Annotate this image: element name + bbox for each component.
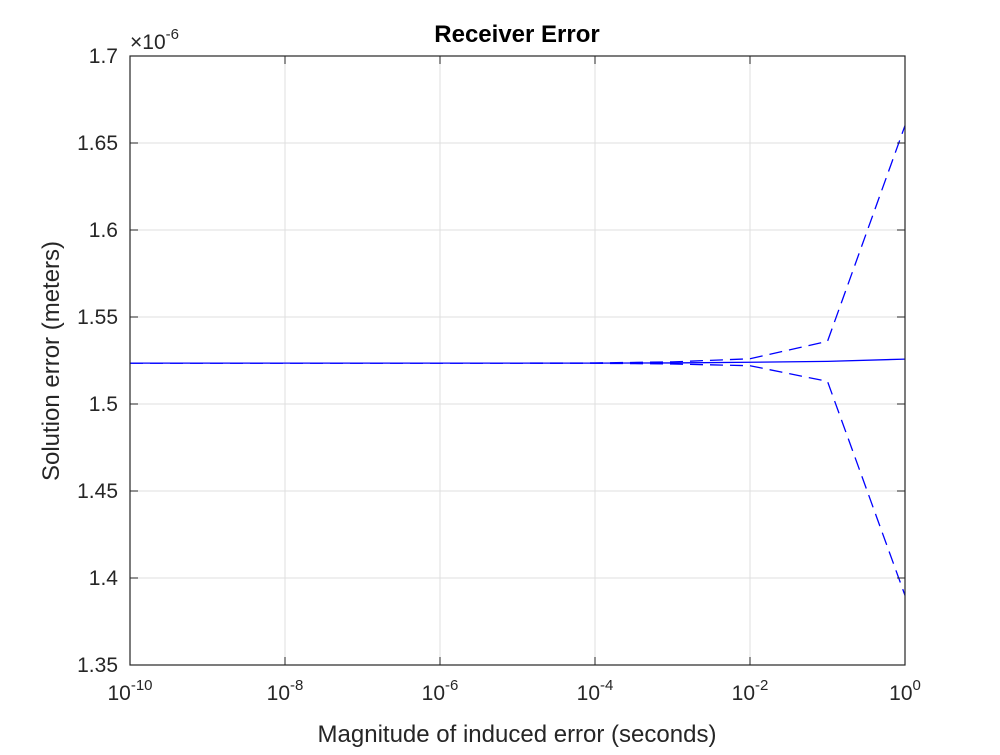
x-tick-label-base: 10 xyxy=(422,682,445,705)
x-tick-label-base: 10 xyxy=(267,682,290,705)
series-line-3 xyxy=(130,362,906,596)
y-tick-label: 1.45 xyxy=(77,480,118,503)
y-tick-label: 1.7 xyxy=(89,45,118,68)
x-tick-label-base: 10 xyxy=(732,682,755,705)
y-tick-label: 1.65 xyxy=(77,132,118,155)
x-tick-label: 10-8 xyxy=(267,677,304,705)
series-line-2 xyxy=(130,125,906,364)
y-multiplier-label: ×10-6 xyxy=(130,26,179,54)
x-tick-label-exponent: -2 xyxy=(755,677,768,694)
y-tick-label: 1.6 xyxy=(89,219,118,242)
label-layer: 10-10 10-8 10-6 10-4 10-2 1001.351.41.451.51.… xyxy=(77,45,921,705)
y-tick-label: 1.35 xyxy=(77,654,118,677)
series-layer xyxy=(130,125,906,596)
chart-title: Receiver Error xyxy=(434,21,599,48)
x-tick-label-exponent: -4 xyxy=(600,677,613,694)
x-tick-label-exponent: -10 xyxy=(131,677,153,694)
x-tick-label-exponent: -8 xyxy=(290,677,303,694)
x-tick-label: 10-6 xyxy=(422,677,459,705)
x-tick-label-base: 10 xyxy=(577,682,600,705)
y-tick-label: 1.5 xyxy=(89,393,118,416)
tick-layer xyxy=(129,55,906,666)
x-tick-label-base: 10 xyxy=(889,682,912,705)
x-tick-label: 10-2 xyxy=(732,677,769,705)
y-tick-label: 1.4 xyxy=(89,567,119,590)
x-tick-label: 10-10 xyxy=(107,677,152,705)
y-tick-label: 1.55 xyxy=(77,306,118,329)
x-tick-label-base: 10 xyxy=(107,682,130,705)
y-multiplier-exponent: -6 xyxy=(166,26,179,43)
y-axis-label: Solution error (meters) xyxy=(38,241,65,481)
x-axis-label: Magnitude of induced error (seconds) xyxy=(318,721,717,748)
y-multiplier-base: ×10 xyxy=(130,31,166,54)
grid-layer xyxy=(129,55,906,666)
x-tick-label-exponent: 0 xyxy=(913,677,921,694)
x-tick-label: 10-4 xyxy=(577,677,614,705)
x-tick-label: 100 xyxy=(889,677,921,705)
axes-box xyxy=(129,55,906,666)
x-tick-label-exponent: -6 xyxy=(445,677,458,694)
